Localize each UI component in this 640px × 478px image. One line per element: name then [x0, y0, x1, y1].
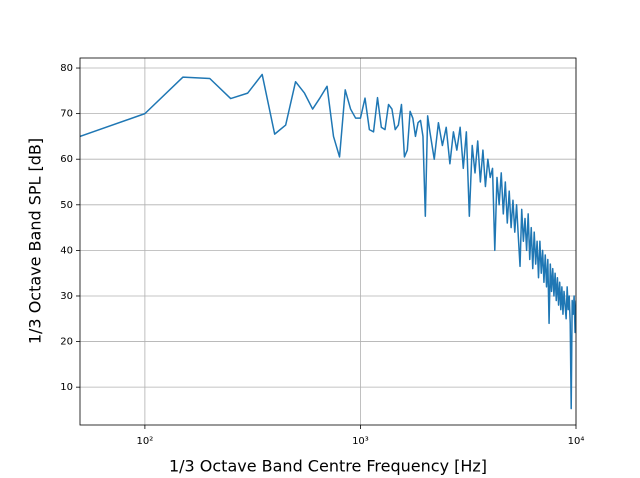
y-tick-label: 50 — [60, 200, 73, 211]
y-tick-label: 80 — [60, 63, 73, 74]
y-tick-label: 20 — [60, 337, 73, 348]
x-tick-label: 10⁴ — [568, 436, 585, 447]
y-tick-label: 70 — [60, 109, 73, 120]
data-line — [80, 73, 576, 410]
x-tick-label: 10² — [137, 436, 154, 447]
y-tick-label: 30 — [60, 291, 73, 302]
y-tick-label: 40 — [60, 245, 73, 256]
y-tick-label: 60 — [60, 154, 73, 165]
plot-frame — [79, 57, 577, 426]
y-axis-label: 1/3 Octave Band SPL [dB] — [26, 138, 45, 344]
y-tick-label: 10 — [60, 382, 73, 393]
x-axis-label: 1/3 Octave Band Centre Frequency [Hz] — [169, 457, 487, 476]
x-tick-label: 10³ — [352, 436, 369, 447]
